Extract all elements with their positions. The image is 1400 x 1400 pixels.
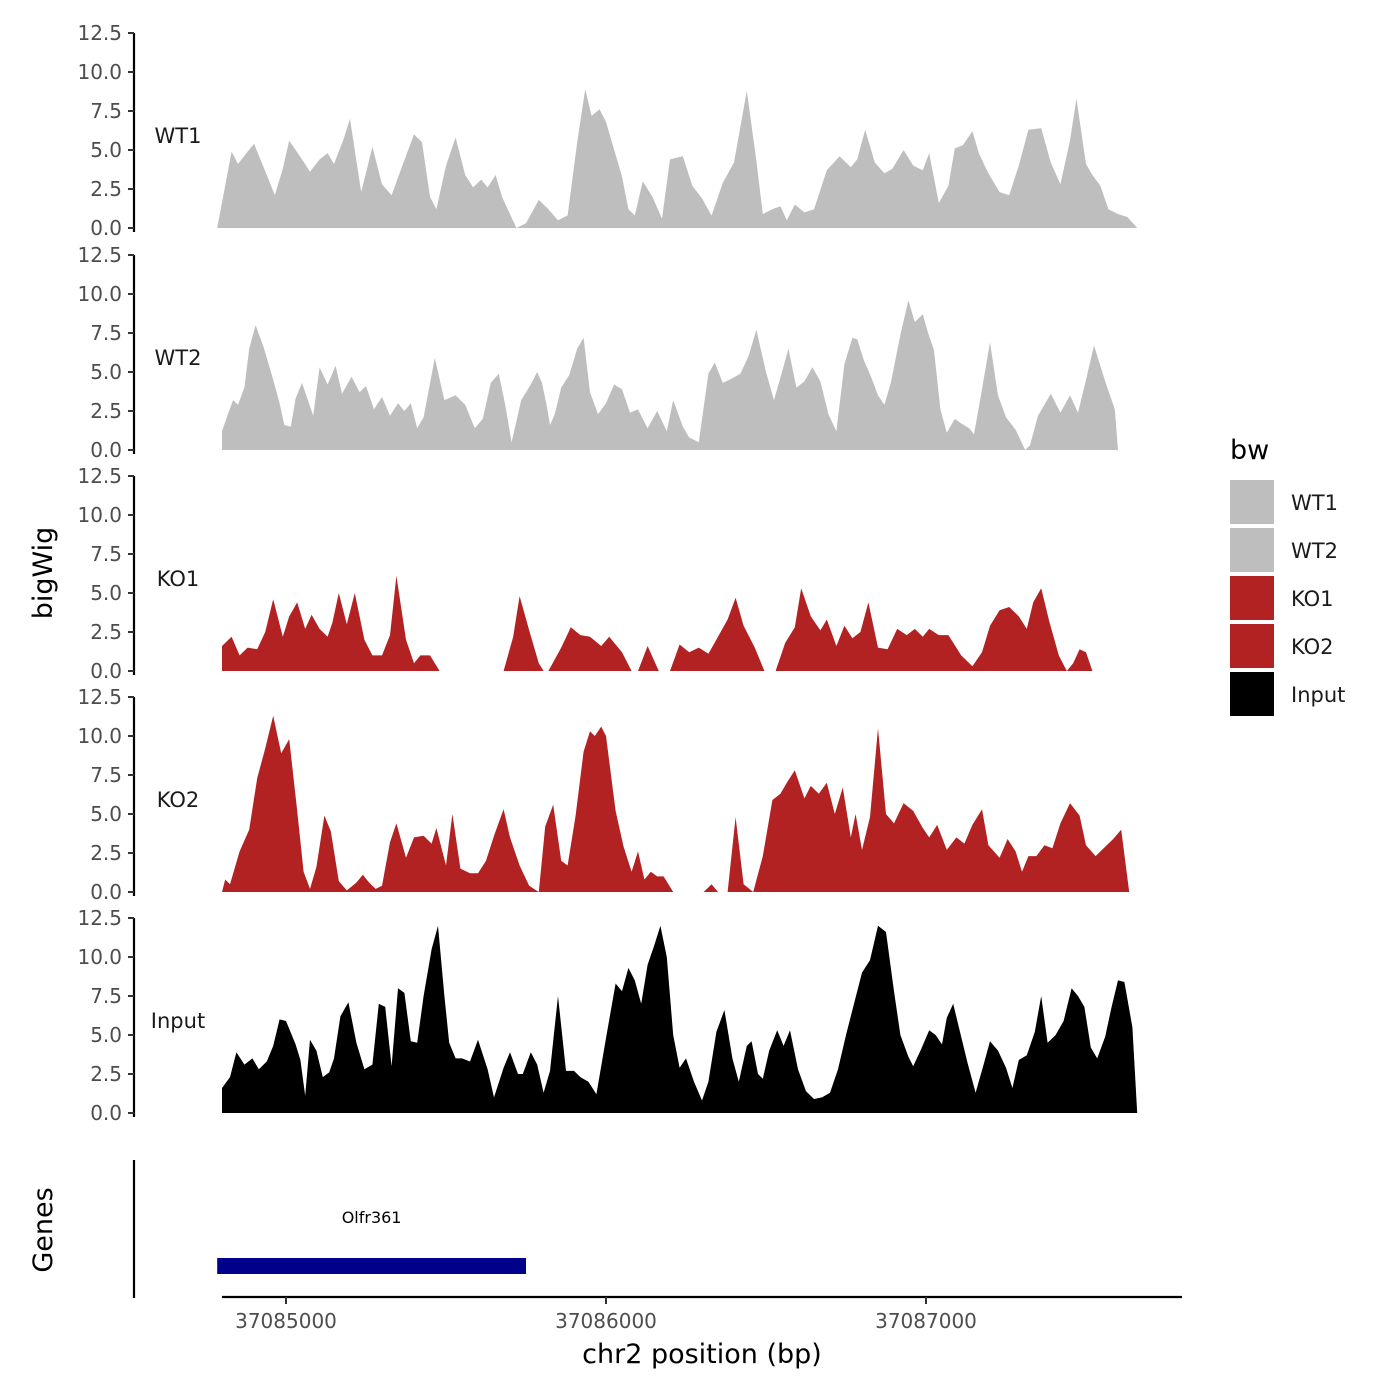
area-wt1	[217, 89, 1138, 228]
area-wt2	[222, 300, 1118, 450]
x-tick-label: 37085000	[235, 1309, 337, 1333]
area-ko1	[670, 597, 765, 671]
track-label: KO2	[157, 788, 200, 812]
track-label: WT1	[155, 124, 202, 148]
y-tick-label: 12.5	[77, 464, 122, 488]
track-label: WT2	[155, 346, 202, 370]
area-ko1	[638, 646, 659, 671]
y-tick-label: 0.0	[90, 216, 122, 240]
y-axis-title: bigWig	[28, 527, 59, 620]
track-wt1: 0.0 2.5 5.0 7.5 10.0 12.5 WT1	[77, 21, 1138, 240]
y-tick-label: 10.0	[77, 282, 122, 306]
y-tick-label: 5.0	[90, 138, 122, 162]
area-ko1	[503, 596, 544, 671]
y-tick-label: 10.0	[77, 724, 122, 748]
legend-swatch	[1230, 624, 1274, 668]
legend-item: WT1	[1230, 480, 1338, 524]
legend-swatch	[1230, 672, 1274, 716]
y-tick-label: 5.0	[90, 360, 122, 384]
y-tick-label: 7.5	[90, 321, 122, 345]
gene-body	[217, 1258, 526, 1274]
track-label: Input	[151, 1009, 205, 1033]
legend-swatch	[1230, 576, 1274, 620]
y-tick-label: 7.5	[90, 542, 122, 566]
area-ko1	[222, 575, 440, 671]
y-tick-label: 12.5	[77, 21, 122, 45]
y-tick-label: 10.0	[77, 503, 122, 527]
legend-swatch	[1230, 528, 1274, 572]
y-tick-label: 7.5	[90, 99, 122, 123]
gene-panel-title: Genes	[28, 1187, 59, 1272]
area-ko2	[703, 884, 718, 892]
area-ko1	[775, 588, 1093, 671]
gene-label: Olfr361	[342, 1208, 402, 1227]
x-axis: 37085000 37086000 37087000	[222, 1295, 1182, 1333]
track-input: 0.0 2.5 5.0 7.5 10.0 12.5 Input	[77, 906, 1138, 1125]
y-tick-label: 12.5	[77, 685, 122, 709]
y-tick-label: 12.5	[77, 906, 122, 930]
legend-label: KO2	[1291, 635, 1334, 659]
area-input	[222, 925, 1138, 1113]
y-tick-label: 2.5	[90, 399, 122, 423]
track-ko2: 0.0 2.5 5.0 7.5 10.0 12.5 KO2	[77, 685, 1130, 904]
y-tick-label: 7.5	[90, 984, 122, 1008]
area-ko2	[727, 728, 1130, 892]
y-tick-label: 5.0	[90, 802, 122, 826]
y-tick-label: 2.5	[90, 177, 122, 201]
y-tick-label: 12.5	[77, 243, 122, 267]
y-tick-label: 10.0	[77, 60, 122, 84]
track-label: KO1	[157, 567, 200, 591]
y-tick-label: 2.5	[90, 841, 122, 865]
legend-label: Input	[1291, 683, 1345, 707]
track-wt2: 0.0 2.5 5.0 7.5 10.0 12.5 WT2	[77, 243, 1118, 462]
legend-label: WT1	[1291, 491, 1338, 515]
y-tick-label: 5.0	[90, 1023, 122, 1047]
y-tick-label: 2.5	[90, 620, 122, 644]
legend-label: KO1	[1291, 587, 1334, 611]
y-tick-label: 2.5	[90, 1062, 122, 1086]
legend-title: bw	[1230, 435, 1269, 466]
y-tick-label: 0.0	[90, 1101, 122, 1125]
legend-swatch	[1230, 480, 1274, 524]
y-tick-label: 0.0	[90, 880, 122, 904]
gene-panel: Olfr361	[132, 1160, 526, 1298]
area-ko2	[222, 715, 674, 892]
y-tick-label: 5.0	[90, 581, 122, 605]
y-tick-label: 0.0	[90, 659, 122, 683]
area-ko1	[548, 627, 632, 671]
legend-label: WT2	[1291, 539, 1338, 563]
legend-item: WT2	[1230, 528, 1338, 572]
legend-item: KO1	[1230, 576, 1334, 620]
y-tick-label: 7.5	[90, 763, 122, 787]
legend: bw WT1 WT2 KO1 KO2 Input	[1230, 435, 1345, 716]
tracks-area: 0.0 2.5 5.0 7.5 10.0 12.5 WT1 0.0 2.5 5.0 7.5 10.0 1…	[77, 21, 1138, 1125]
x-tick-label: 37086000	[555, 1309, 657, 1333]
legend-item: Input	[1230, 672, 1345, 716]
x-tick-label: 37087000	[875, 1309, 977, 1333]
y-tick-label: 10.0	[77, 945, 122, 969]
track-ko1: 0.0 2.5 5.0 7.5 10.0 12.5 KO1	[77, 464, 1093, 683]
y-tick-label: 0.0	[90, 438, 122, 462]
legend-item: KO2	[1230, 624, 1334, 668]
x-axis-title: chr2 position (bp)	[582, 1339, 822, 1370]
